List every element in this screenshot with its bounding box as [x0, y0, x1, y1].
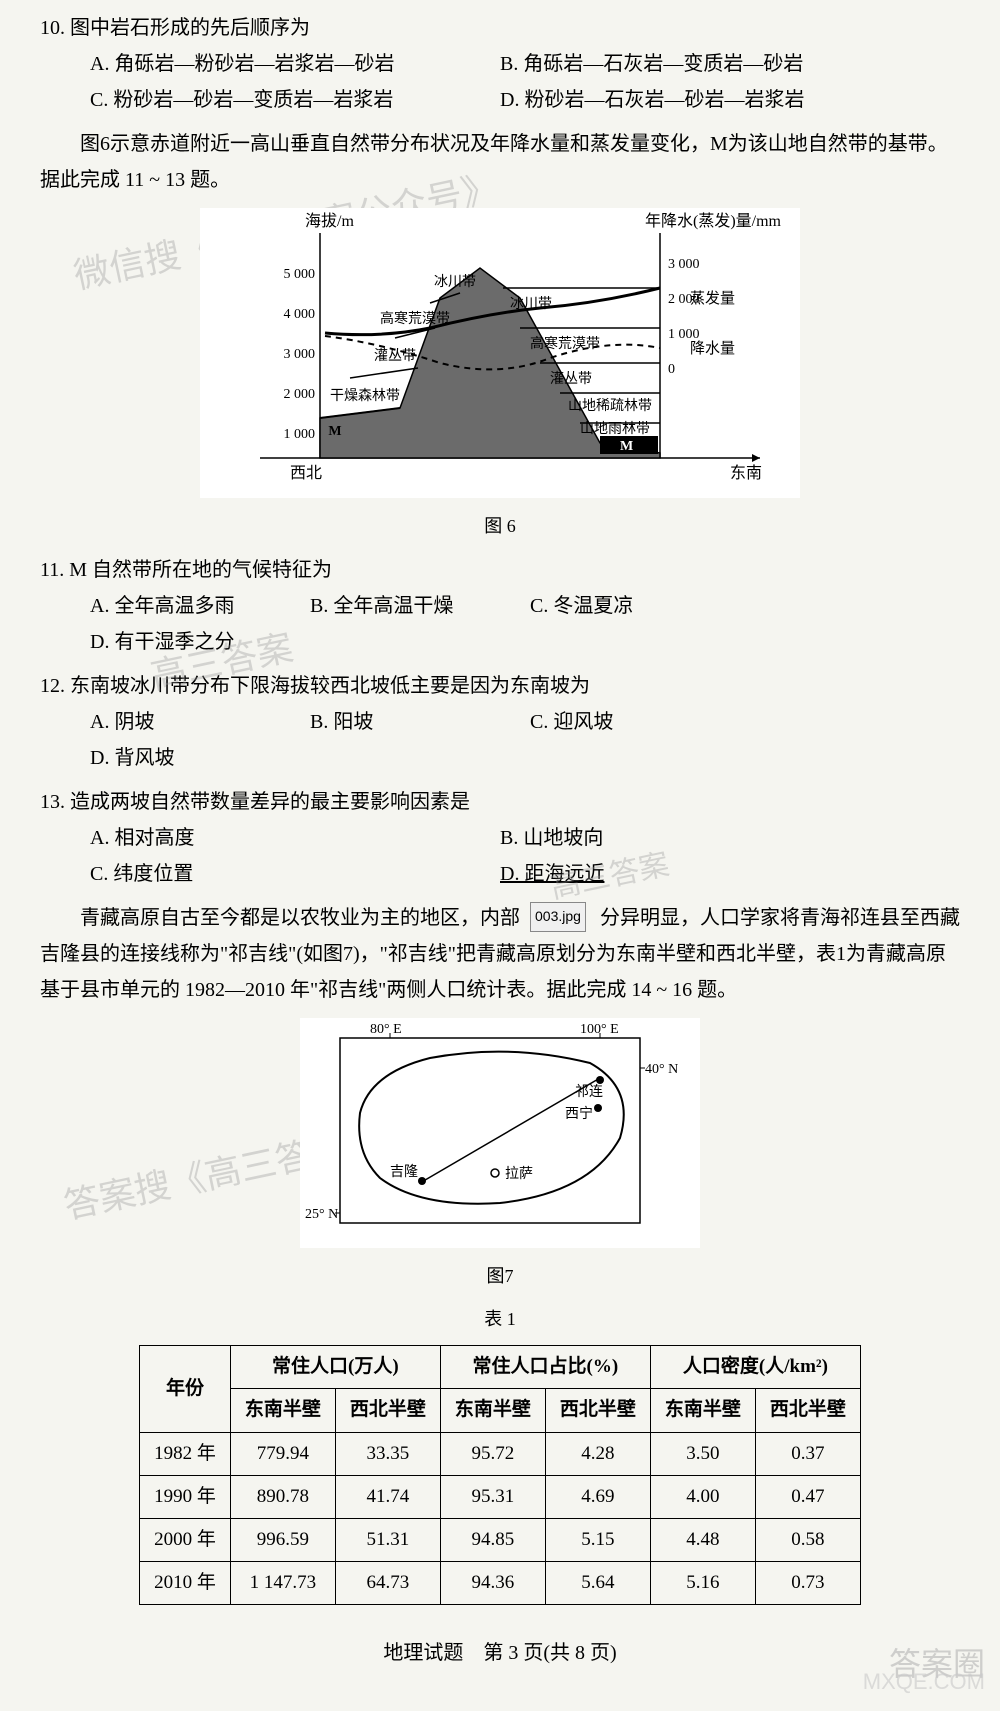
- table-row: 1982 年779.9433.3595.724.283.500.37: [140, 1432, 861, 1475]
- figure-6: 海拔/m 年降水(蒸发)量/mm 1 000 2 000 3 000 4 000…: [40, 208, 960, 542]
- q13-option-c[interactable]: C. 纬度位置: [90, 856, 440, 892]
- svg-text:山地稀疏林带: 山地稀疏林带: [568, 398, 652, 414]
- q10-option-d[interactable]: D. 粉砂岩—石灰岩—砂岩—岩浆岩: [500, 82, 850, 118]
- q10-option-c[interactable]: C. 粉砂岩—砂岩—变质岩—岩浆岩: [90, 82, 440, 118]
- svg-text:年降水(蒸发)量/mm: 年降水(蒸发)量/mm: [645, 212, 782, 230]
- q12-option-d[interactable]: D. 背风坡: [90, 740, 270, 776]
- question-11: 11. M 自然带所在地的气候特征为 A. 全年高温多雨 B. 全年高温干燥 C…: [40, 552, 960, 660]
- q12-text: 东南坡冰川带分布下限海拔较西北坡低主要是因为东南坡为: [70, 675, 590, 697]
- svg-text:灌丛带: 灌丛带: [550, 371, 592, 387]
- image-filename-tag: 003.jpg: [530, 902, 586, 931]
- site-watermark: MXQE.COM: [863, 1662, 985, 1702]
- figure-7: 80° E 100° E 40° N 25° N 祁连 西宁 吉隆 拉萨 图7: [40, 1018, 960, 1292]
- th-pct: 常住人口占比(%): [440, 1346, 650, 1389]
- q10-option-b[interactable]: B. 角砾岩—石灰岩—变质岩—砂岩: [500, 46, 850, 82]
- svg-text:西宁: 西宁: [565, 1105, 593, 1122]
- q11-option-b[interactable]: B. 全年高温干燥: [310, 588, 490, 624]
- svg-text:2 000: 2 000: [284, 387, 316, 402]
- passage-fig7: 青藏高原自古至今都是以农牧业为主的地区，内部 分异明显，人口学家将青海祁连县至西…: [40, 900, 960, 1008]
- th-sub: 东南半壁: [230, 1389, 335, 1432]
- th-sub: 西北半壁: [335, 1389, 440, 1432]
- q12-option-a[interactable]: A. 阴坡: [90, 704, 270, 740]
- svg-text:冰川带: 冰川带: [434, 274, 476, 290]
- svg-text:M: M: [328, 424, 341, 439]
- svg-text:5 000: 5 000: [284, 267, 316, 282]
- svg-text:东南: 东南: [730, 464, 762, 482]
- table-row: 2010 年1 147.7364.7394.365.645.160.73: [140, 1562, 861, 1605]
- q11-option-d[interactable]: D. 有干湿季之分: [90, 624, 270, 660]
- svg-text:3 000: 3 000: [284, 347, 316, 362]
- q10-number: 10.: [40, 17, 65, 39]
- svg-text:M: M: [620, 439, 633, 454]
- svg-text:干燥森林带: 干燥森林带: [330, 388, 400, 404]
- table1-caption: 表 1: [40, 1303, 960, 1335]
- svg-text:海拔/m: 海拔/m: [305, 212, 354, 230]
- th-pop: 常住人口(万人): [230, 1346, 440, 1389]
- th-sub: 东南半壁: [440, 1389, 545, 1432]
- passage-fig6: 图6示意赤道附近一高山垂直自然带分布状况及年降水量和蒸发量变化，M为该山地自然带…: [40, 126, 960, 198]
- svg-text:100° E: 100° E: [580, 1022, 619, 1037]
- q13-option-b[interactable]: B. 山地坡向: [500, 820, 850, 856]
- q11-option-c[interactable]: C. 冬温夏凉: [530, 588, 710, 624]
- svg-text:高寒荒漠带: 高寒荒漠带: [530, 335, 600, 352]
- svg-text:拉萨: 拉萨: [505, 1166, 533, 1182]
- fig6-svg: 海拔/m 年降水(蒸发)量/mm 1 000 2 000 3 000 4 000…: [200, 208, 800, 498]
- svg-text:4 000: 4 000: [284, 307, 316, 322]
- question-10: 10. 图中岩石形成的先后顺序为 A. 角砾岩—粉砂岩—岩浆岩—砂岩 B. 角砾…: [40, 10, 960, 118]
- table-row: 1990 年890.7841.7495.314.694.000.47: [140, 1475, 861, 1518]
- q13-number: 13.: [40, 791, 65, 813]
- svg-text:1 000: 1 000: [668, 327, 700, 342]
- q10-text: 图中岩石形成的先后顺序为: [70, 17, 310, 39]
- q11-option-a[interactable]: A. 全年高温多雨: [90, 588, 270, 624]
- svg-text:40° N: 40° N: [645, 1062, 678, 1077]
- svg-text:祁连: 祁连: [575, 1084, 603, 1100]
- svg-text:蒸发量: 蒸发量: [690, 290, 735, 307]
- page-footer: 地理试题 第 3 页(共 8 页): [40, 1635, 960, 1671]
- question-12: 12. 东南坡冰川带分布下限海拔较西北坡低主要是因为东南坡为 A. 阴坡 B. …: [40, 668, 960, 776]
- q12-option-b[interactable]: B. 阳坡: [310, 704, 490, 740]
- svg-text:山地雨林带: 山地雨林带: [580, 421, 650, 437]
- q10-option-a[interactable]: A. 角砾岩—粉砂岩—岩浆岩—砂岩: [90, 46, 440, 82]
- svg-text:80° E: 80° E: [370, 1022, 402, 1037]
- svg-text:吉隆: 吉隆: [390, 1164, 418, 1180]
- th-density: 人口密度(人/km²): [650, 1346, 860, 1389]
- th-sub: 西北半壁: [545, 1389, 650, 1432]
- q13-option-d[interactable]: D. 距海远近: [500, 856, 850, 892]
- svg-text:0: 0: [668, 362, 675, 377]
- table-1: 年份 常住人口(万人) 常住人口占比(%) 人口密度(人/km²) 东南半壁 西…: [40, 1345, 960, 1605]
- svg-text:降水量: 降水量: [690, 340, 735, 357]
- th-sub: 西北半壁: [755, 1389, 860, 1432]
- svg-text:西北: 西北: [290, 464, 322, 482]
- th-sub: 东南半壁: [650, 1389, 755, 1432]
- q11-number: 11.: [40, 559, 64, 581]
- fig6-caption: 图 6: [40, 510, 960, 542]
- q12-option-c[interactable]: C. 迎风坡: [530, 704, 710, 740]
- svg-text:1 000: 1 000: [284, 427, 316, 442]
- svg-text:3 000: 3 000: [668, 257, 700, 272]
- svg-text:25° N: 25° N: [305, 1207, 338, 1222]
- q13-text: 造成两坡自然带数量差异的最主要影响因素是: [70, 791, 470, 813]
- q11-text: M 自然带所在地的气候特征为: [69, 559, 332, 581]
- th-year: 年份: [140, 1346, 231, 1432]
- question-13: 13. 造成两坡自然带数量差异的最主要影响因素是 A. 相对高度 B. 山地坡向…: [40, 784, 960, 892]
- fig7-svg: 80° E 100° E 40° N 25° N 祁连 西宁 吉隆 拉萨: [300, 1018, 700, 1248]
- fig7-caption: 图7: [40, 1260, 960, 1292]
- q12-number: 12.: [40, 675, 65, 697]
- q13-option-a[interactable]: A. 相对高度: [90, 820, 440, 856]
- table-row: 2000 年996.5951.3194.855.154.480.58: [140, 1518, 861, 1561]
